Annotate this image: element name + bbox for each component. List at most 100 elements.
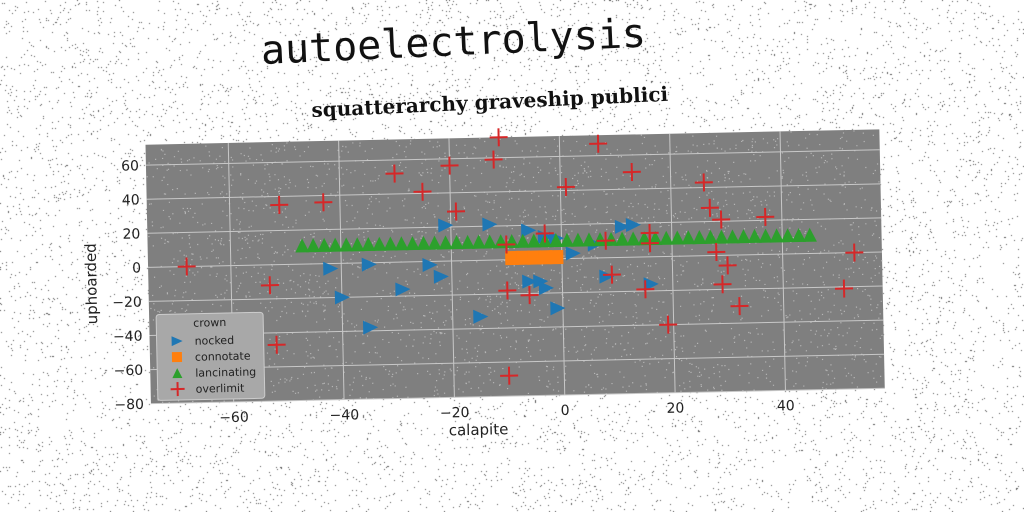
lancinating-point [372, 236, 387, 251]
plot-speckles [146, 130, 884, 404]
overlimit-point [440, 156, 459, 175]
overlimit-point [484, 150, 503, 169]
overlimit-point [556, 177, 575, 197]
legend-label-connotate: connotate [195, 350, 251, 364]
connotate-point [516, 250, 531, 265]
lancinating-point [758, 228, 773, 243]
overlimit-point [314, 193, 333, 212]
lancinating-point [582, 232, 597, 247]
x-tick-label: 0 [560, 403, 569, 419]
lancinating-point [482, 234, 497, 249]
grid-line-y [145, 149, 880, 166]
nocked-point [625, 217, 641, 232]
overlimit-point [596, 231, 615, 250]
lancinating-point [527, 233, 542, 248]
overlimit-point [413, 182, 432, 201]
grid-line-y [150, 353, 885, 371]
x-tick-label: −20 [440, 405, 470, 422]
nocked-point [565, 246, 581, 261]
overlimit-point [718, 256, 737, 275]
y-tick-label: −40 [113, 329, 143, 346]
overlimit-point [177, 257, 196, 276]
nocked-point [599, 269, 615, 284]
x-tick-label: 20 [666, 400, 684, 416]
overlimit-point [694, 173, 713, 192]
lancinating-point [350, 237, 365, 252]
grid-lines [145, 131, 885, 405]
data-marks [177, 128, 864, 385]
x-tick-label: −40 [329, 407, 359, 424]
grid-line-x [779, 131, 786, 391]
lancinating-point [295, 238, 310, 253]
nocked-point [438, 218, 454, 233]
grid-line-y [146, 183, 881, 200]
lancinating-point [670, 230, 685, 245]
grid-line-x [669, 133, 676, 393]
legend-marker-lancinating [172, 368, 183, 379]
nocked-point [521, 223, 537, 238]
lancinating-point [317, 237, 332, 253]
grid-line-x [448, 138, 455, 398]
y-tick-label: 20 [122, 226, 140, 242]
overlimit-point [640, 234, 659, 253]
legend-marker-nocked [171, 336, 183, 347]
lancinating-point [747, 228, 762, 244]
overlimit-point [712, 210, 731, 229]
nocked-point [334, 290, 350, 305]
nocked-point [433, 269, 449, 284]
x-axis-label: calapite [449, 420, 509, 439]
lancinating-point [328, 237, 343, 252]
lancinating-point [725, 229, 740, 244]
nocked-point [643, 277, 659, 292]
connotate-point [549, 249, 564, 265]
nocked-point [362, 320, 379, 335]
lancinating-point [802, 227, 817, 242]
lancinating-point [736, 229, 751, 244]
grid-line-y [147, 217, 882, 234]
lancinating-point [339, 237, 354, 252]
overlimit-point [500, 366, 519, 385]
legend-label-lancinating: lancinating [195, 365, 256, 379]
lancinating-point [438, 235, 453, 250]
overlimit-point [835, 279, 854, 298]
grid-line-x [558, 136, 566, 395]
nocked-point [395, 282, 411, 297]
lancinating-point [637, 231, 652, 246]
y-tick-label: −60 [114, 363, 144, 380]
lancinating-point [449, 235, 464, 250]
overlimit-point [845, 243, 864, 262]
y-tick-label: 60 [121, 158, 139, 174]
nocked-point [361, 257, 377, 272]
overlimit-point [636, 280, 655, 299]
overlimit-point [535, 224, 554, 243]
lancinating-point [648, 230, 663, 246]
nocked-point [422, 258, 438, 273]
lancinating-point [560, 232, 575, 247]
overlimit-point [489, 128, 508, 147]
nocked-point [614, 219, 630, 234]
y-tick-label: 40 [122, 192, 140, 208]
lancinating-point [549, 233, 564, 248]
overlimit-point [267, 335, 286, 354]
lancinating-point [394, 236, 409, 251]
lancinating-point [361, 236, 376, 252]
lancinating-point [427, 235, 442, 250]
nocked-point [550, 301, 566, 316]
connotate-point [527, 250, 542, 265]
legend-label-overlimit: overlimit [195, 382, 245, 396]
y-axis-label: uphoarded [82, 243, 102, 324]
overlimit-point [498, 281, 517, 300]
lancinating-point [516, 233, 531, 248]
overlimit-point [385, 164, 404, 183]
lancinating-point [780, 228, 795, 243]
overlimit-point [520, 286, 539, 305]
overlimit-point [497, 235, 516, 254]
lancinating-point [593, 232, 608, 247]
y-tick-label: 0 [132, 260, 141, 276]
x-tick-label: 40 [777, 398, 795, 414]
overlimit-point [447, 202, 466, 221]
lancinating-point [571, 232, 586, 247]
nocked-point [533, 274, 549, 289]
grid-line-y [148, 285, 883, 302]
